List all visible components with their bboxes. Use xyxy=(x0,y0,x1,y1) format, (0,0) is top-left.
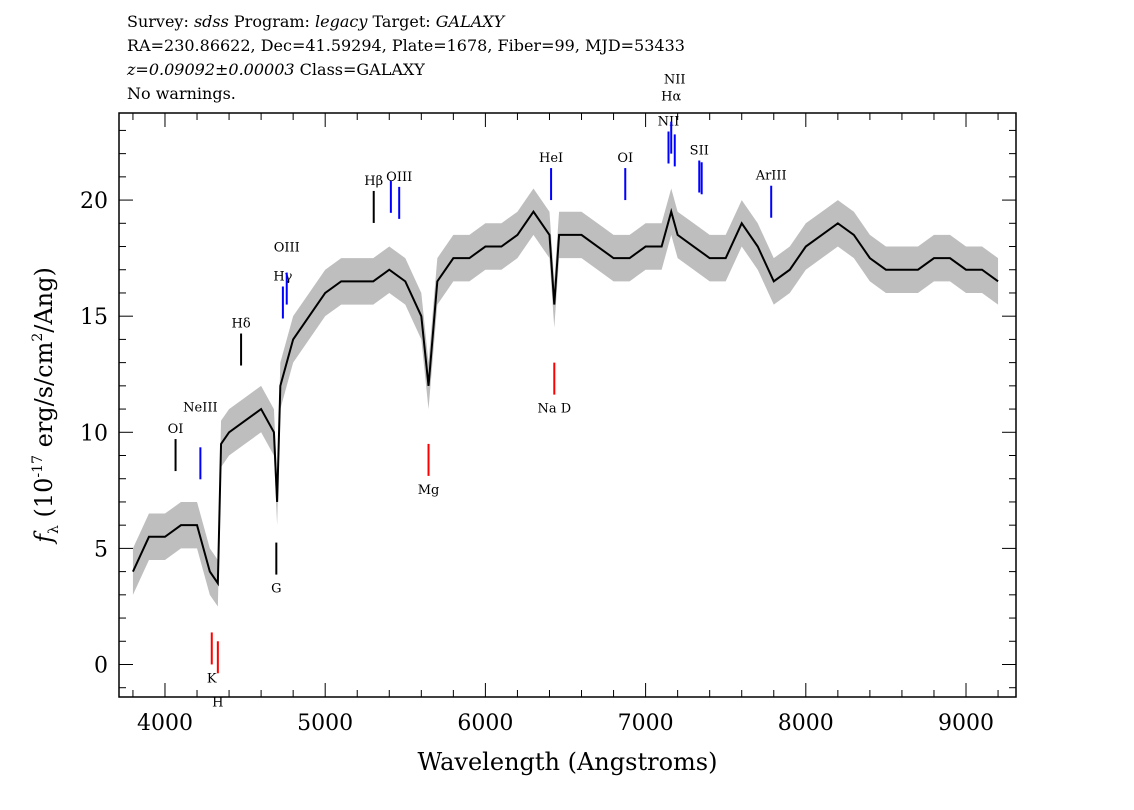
line-label: NII xyxy=(664,72,686,87)
line-label: NeIII xyxy=(183,400,217,415)
plot-frame xyxy=(118,112,1017,698)
redshift: z=0.09092±0.00003 xyxy=(127,60,295,79)
y-tick-label: 5 xyxy=(94,537,108,562)
target-value: GALAXY xyxy=(435,12,505,31)
error-band xyxy=(132,188,999,607)
line-label: OI xyxy=(168,422,184,437)
y-tick-label: 20 xyxy=(80,189,108,214)
line-label: Hβ xyxy=(364,174,383,189)
line-label: K xyxy=(207,671,217,686)
line-label: Hδ xyxy=(231,317,250,332)
line-label: OIII xyxy=(274,241,300,256)
line-label: OI xyxy=(617,151,633,166)
x-tick-label: 6000 xyxy=(457,711,513,736)
line-label: H xyxy=(212,695,223,710)
x-tick-label: 4000 xyxy=(137,711,193,736)
y-tick-label: 15 xyxy=(80,305,108,330)
header-line-warnings: No warnings. xyxy=(127,84,236,103)
survey-value: sdss xyxy=(193,12,229,31)
y-tick-label: 0 xyxy=(94,653,108,678)
header-line-redshift: z=0.09092±0.00003 Class=GALAXY xyxy=(127,60,425,79)
line-label: Na D xyxy=(537,402,571,417)
line-label: ArIII xyxy=(755,169,787,184)
program-value: legacy xyxy=(315,12,368,31)
line-label: G xyxy=(271,582,281,597)
header-line-coords: RA=230.86622, Dec=41.59294, Plate=1678, … xyxy=(127,36,685,55)
program-label: Program: xyxy=(228,12,316,31)
survey-label: Survey: xyxy=(127,12,194,31)
line-label: Hγ xyxy=(273,270,292,285)
x-tick-label: 7000 xyxy=(618,711,674,736)
header-line-survey: Survey: sdss Program: legacy Target: GAL… xyxy=(127,12,504,31)
line-label: HeI xyxy=(539,151,563,166)
line-label: Hα xyxy=(661,90,681,105)
y-tick-label: 10 xyxy=(80,421,108,446)
class: Class=GALAXY xyxy=(294,60,425,79)
line-label: OIII xyxy=(386,170,412,185)
flux-line xyxy=(132,207,999,587)
line-label: Mg xyxy=(418,483,440,498)
x-tick-label: 9000 xyxy=(938,711,994,736)
line-label: SII xyxy=(690,144,709,159)
y-axis-label: fλ (10-17 erg/s/cm2/Ang) xyxy=(30,267,62,545)
x-tick-label: 8000 xyxy=(778,711,834,736)
target-label: Target: xyxy=(367,12,436,31)
line-label: NII xyxy=(658,115,680,130)
x-tick-label: 5000 xyxy=(297,711,353,736)
x-axis-label: Wavelength (Angstroms) xyxy=(418,748,718,776)
